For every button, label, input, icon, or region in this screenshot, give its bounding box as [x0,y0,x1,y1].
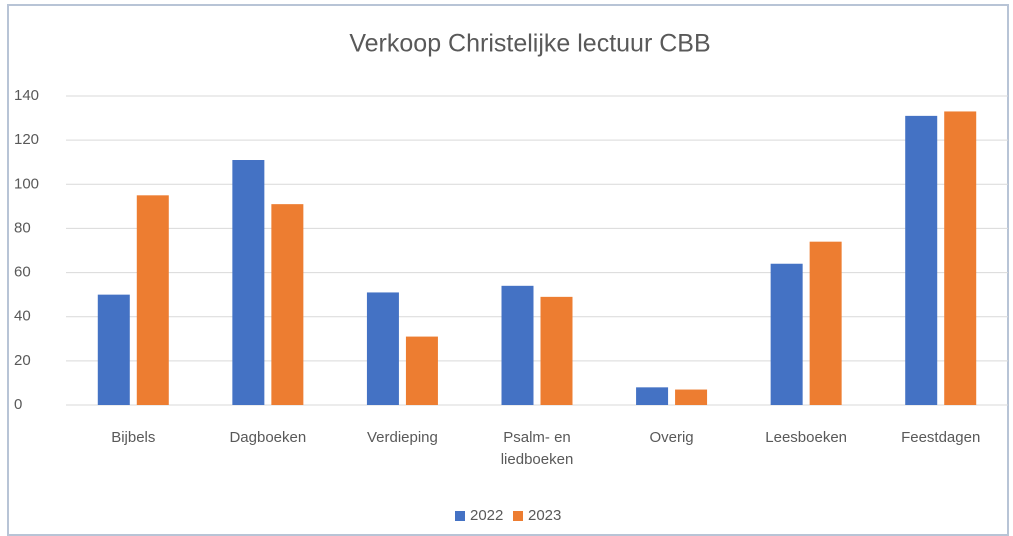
legend-label: 2023 [528,507,562,524]
chart-frame [7,4,1009,536]
x-tick-label: Leesboeken [765,429,848,446]
x-tick-label: Feestdagen [901,429,981,446]
bar [540,296,573,405]
x-tick-label: Verdieping [366,429,438,446]
bar [97,294,130,405]
bar [905,115,938,405]
bar [366,292,399,405]
y-tick-label: 20 [14,352,31,369]
bar [271,204,304,405]
y-tick-label: 120 [14,131,39,148]
legend-swatch [513,510,523,521]
x-tick-label: Bijbels [111,429,156,446]
bar [405,336,438,405]
bar [232,160,265,405]
bar [136,195,169,405]
y-tick-label: 80 [14,219,31,236]
x-tick-label: Psalm- en liedboeken [500,429,574,468]
chart-title: Verkoop Christelijke lectuur CBB [349,30,710,58]
y-tick-label: 100 [14,175,39,192]
legend-swatch [455,510,465,521]
bar [675,389,708,405]
bar [944,111,977,405]
y-tick-label: 0 [14,396,22,413]
bar [809,241,842,405]
y-tick-label: 40 [14,308,31,325]
bar [501,285,534,405]
y-tick-label: 60 [14,264,31,281]
legend-item: 2022 [455,507,503,524]
legend-label: 2022 [470,507,504,524]
bar [770,263,803,405]
x-tick-label: Dagboeken [229,429,307,446]
y-tick-label: 140 [14,87,39,104]
bar [636,387,669,405]
x-tick-label: Overig [649,429,694,446]
legend-item: 2023 [513,507,561,524]
